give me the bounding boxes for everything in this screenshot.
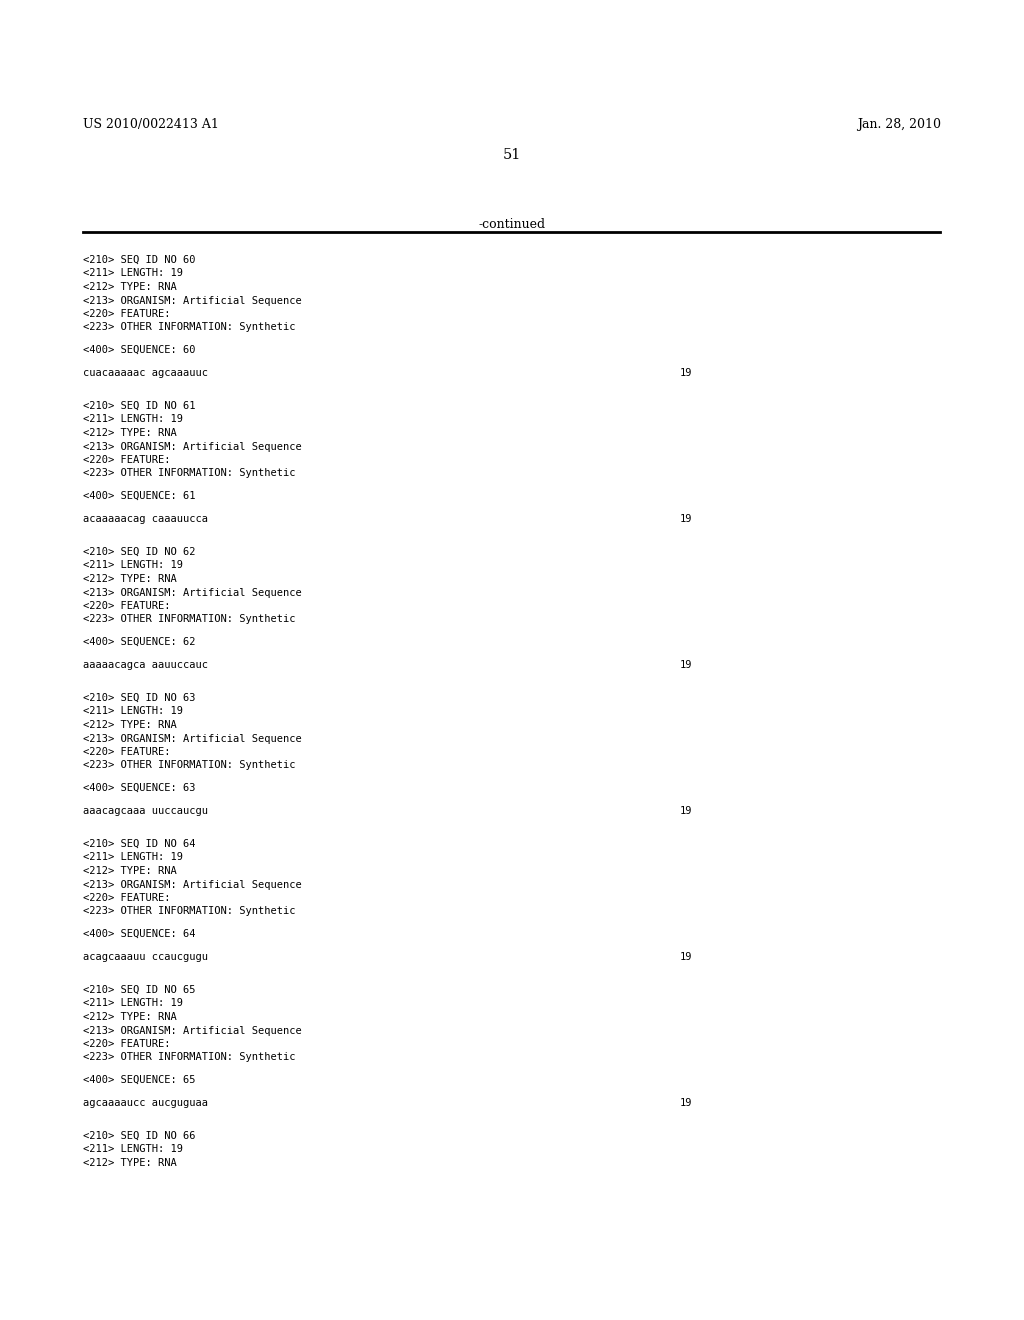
Text: <400> SEQUENCE: 65: <400> SEQUENCE: 65 <box>83 1074 196 1085</box>
Text: <220> FEATURE:: <220> FEATURE: <box>83 455 171 465</box>
Text: acaaaaacag caaauucca: acaaaaacag caaauucca <box>83 513 208 524</box>
Text: <212> TYPE: RNA: <212> TYPE: RNA <box>83 574 177 583</box>
Text: agcaaaaucc aucguguaa: agcaaaaucc aucguguaa <box>83 1097 208 1107</box>
Text: 19: 19 <box>680 1097 692 1107</box>
Text: <211> LENGTH: 19: <211> LENGTH: 19 <box>83 998 183 1008</box>
Text: <213> ORGANISM: Artificial Sequence: <213> ORGANISM: Artificial Sequence <box>83 1026 302 1035</box>
Text: <213> ORGANISM: Artificial Sequence: <213> ORGANISM: Artificial Sequence <box>83 587 302 598</box>
Text: <400> SEQUENCE: 60: <400> SEQUENCE: 60 <box>83 345 196 355</box>
Text: <400> SEQUENCE: 64: <400> SEQUENCE: 64 <box>83 929 196 939</box>
Text: 19: 19 <box>680 805 692 816</box>
Text: <400> SEQUENCE: 61: <400> SEQUENCE: 61 <box>83 491 196 502</box>
Text: aaaaacagca aauuccauc: aaaaacagca aauuccauc <box>83 660 208 669</box>
Text: <220> FEATURE:: <220> FEATURE: <box>83 894 171 903</box>
Text: <212> TYPE: RNA: <212> TYPE: RNA <box>83 866 177 876</box>
Text: Jan. 28, 2010: Jan. 28, 2010 <box>857 117 941 131</box>
Text: <213> ORGANISM: Artificial Sequence: <213> ORGANISM: Artificial Sequence <box>83 296 302 305</box>
Text: <223> OTHER INFORMATION: Synthetic: <223> OTHER INFORMATION: Synthetic <box>83 760 296 771</box>
Text: <212> TYPE: RNA: <212> TYPE: RNA <box>83 1158 177 1168</box>
Text: cuacaaaaac agcaaauuc: cuacaaaaac agcaaauuc <box>83 367 208 378</box>
Text: <210> SEQ ID NO 66: <210> SEQ ID NO 66 <box>83 1131 196 1140</box>
Text: <220> FEATURE:: <220> FEATURE: <box>83 747 171 756</box>
Text: <220> FEATURE:: <220> FEATURE: <box>83 1039 171 1049</box>
Text: <210> SEQ ID NO 60: <210> SEQ ID NO 60 <box>83 255 196 265</box>
Text: <212> TYPE: RNA: <212> TYPE: RNA <box>83 282 177 292</box>
Text: <210> SEQ ID NO 64: <210> SEQ ID NO 64 <box>83 840 196 849</box>
Text: <223> OTHER INFORMATION: Synthetic: <223> OTHER INFORMATION: Synthetic <box>83 1052 296 1063</box>
Text: -continued: -continued <box>478 218 546 231</box>
Text: <211> LENGTH: 19: <211> LENGTH: 19 <box>83 853 183 862</box>
Text: 19: 19 <box>680 513 692 524</box>
Text: <400> SEQUENCE: 62: <400> SEQUENCE: 62 <box>83 638 196 647</box>
Text: <211> LENGTH: 19: <211> LENGTH: 19 <box>83 414 183 425</box>
Text: <213> ORGANISM: Artificial Sequence: <213> ORGANISM: Artificial Sequence <box>83 879 302 890</box>
Text: <400> SEQUENCE: 63: <400> SEQUENCE: 63 <box>83 783 196 793</box>
Text: <212> TYPE: RNA: <212> TYPE: RNA <box>83 1012 177 1022</box>
Text: <210> SEQ ID NO 63: <210> SEQ ID NO 63 <box>83 693 196 704</box>
Text: aaacagcaaa uuccaucgu: aaacagcaaa uuccaucgu <box>83 805 208 816</box>
Text: US 2010/0022413 A1: US 2010/0022413 A1 <box>83 117 219 131</box>
Text: 19: 19 <box>680 367 692 378</box>
Text: <212> TYPE: RNA: <212> TYPE: RNA <box>83 428 177 438</box>
Text: <210> SEQ ID NO 61: <210> SEQ ID NO 61 <box>83 401 196 411</box>
Text: <211> LENGTH: 19: <211> LENGTH: 19 <box>83 561 183 570</box>
Text: <213> ORGANISM: Artificial Sequence: <213> ORGANISM: Artificial Sequence <box>83 734 302 743</box>
Text: <220> FEATURE:: <220> FEATURE: <box>83 601 171 611</box>
Text: <220> FEATURE:: <220> FEATURE: <box>83 309 171 319</box>
Text: 19: 19 <box>680 952 692 961</box>
Text: <211> LENGTH: 19: <211> LENGTH: 19 <box>83 706 183 717</box>
Text: 19: 19 <box>680 660 692 669</box>
Text: acagcaaauu ccaucgugu: acagcaaauu ccaucgugu <box>83 952 208 961</box>
Text: <210> SEQ ID NO 62: <210> SEQ ID NO 62 <box>83 546 196 557</box>
Text: <213> ORGANISM: Artificial Sequence: <213> ORGANISM: Artificial Sequence <box>83 441 302 451</box>
Text: <211> LENGTH: 19: <211> LENGTH: 19 <box>83 1144 183 1155</box>
Text: <223> OTHER INFORMATION: Synthetic: <223> OTHER INFORMATION: Synthetic <box>83 469 296 479</box>
Text: 51: 51 <box>503 148 521 162</box>
Text: <223> OTHER INFORMATION: Synthetic: <223> OTHER INFORMATION: Synthetic <box>83 322 296 333</box>
Text: <212> TYPE: RNA: <212> TYPE: RNA <box>83 719 177 730</box>
Text: <210> SEQ ID NO 65: <210> SEQ ID NO 65 <box>83 985 196 995</box>
Text: <223> OTHER INFORMATION: Synthetic: <223> OTHER INFORMATION: Synthetic <box>83 615 296 624</box>
Text: <223> OTHER INFORMATION: Synthetic: <223> OTHER INFORMATION: Synthetic <box>83 907 296 916</box>
Text: <211> LENGTH: 19: <211> LENGTH: 19 <box>83 268 183 279</box>
